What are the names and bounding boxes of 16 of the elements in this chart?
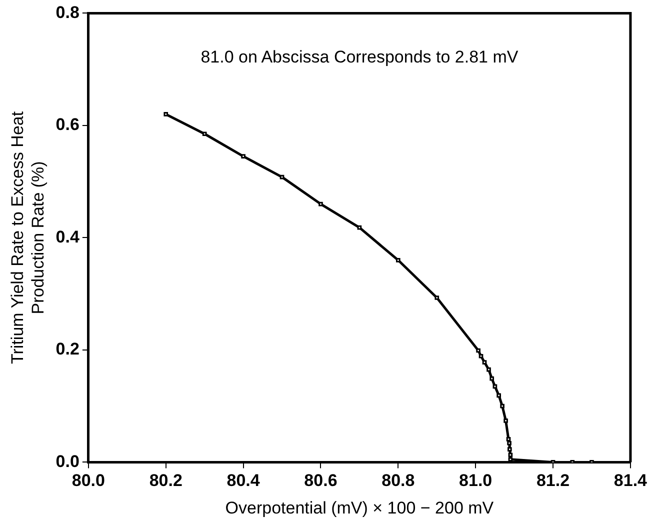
annotation: 81.0 on Abscissa Corresponds to 2.81 mV: [200, 47, 519, 66]
y-tick-label: 0.2: [56, 340, 80, 359]
x-axis-title: Overpotential (mV) × 100 − 200 mV: [225, 498, 494, 518]
x-tick-label: 81.4: [614, 471, 648, 490]
y-tick-label: 0.0: [56, 452, 80, 471]
x-tick-label: 80.8: [382, 471, 415, 490]
x-tick-label: 81.0: [459, 471, 492, 490]
x-tick-label: 80.4: [226, 471, 260, 490]
x-tick-label: 80.2: [149, 471, 182, 490]
x-tick-label: 81.2: [536, 471, 570, 490]
x-tick-label: 80.6: [304, 471, 338, 490]
y-tick-label: 0.6: [56, 115, 80, 134]
x-tick-label: 80.0: [72, 471, 105, 490]
y-tick-label: 0.8: [56, 2, 80, 22]
y-axis-title: Tritium Yield Rate to Excess Heat Production Rate (%): [8, 111, 48, 364]
y-tick-label: 0.4: [56, 227, 80, 246]
